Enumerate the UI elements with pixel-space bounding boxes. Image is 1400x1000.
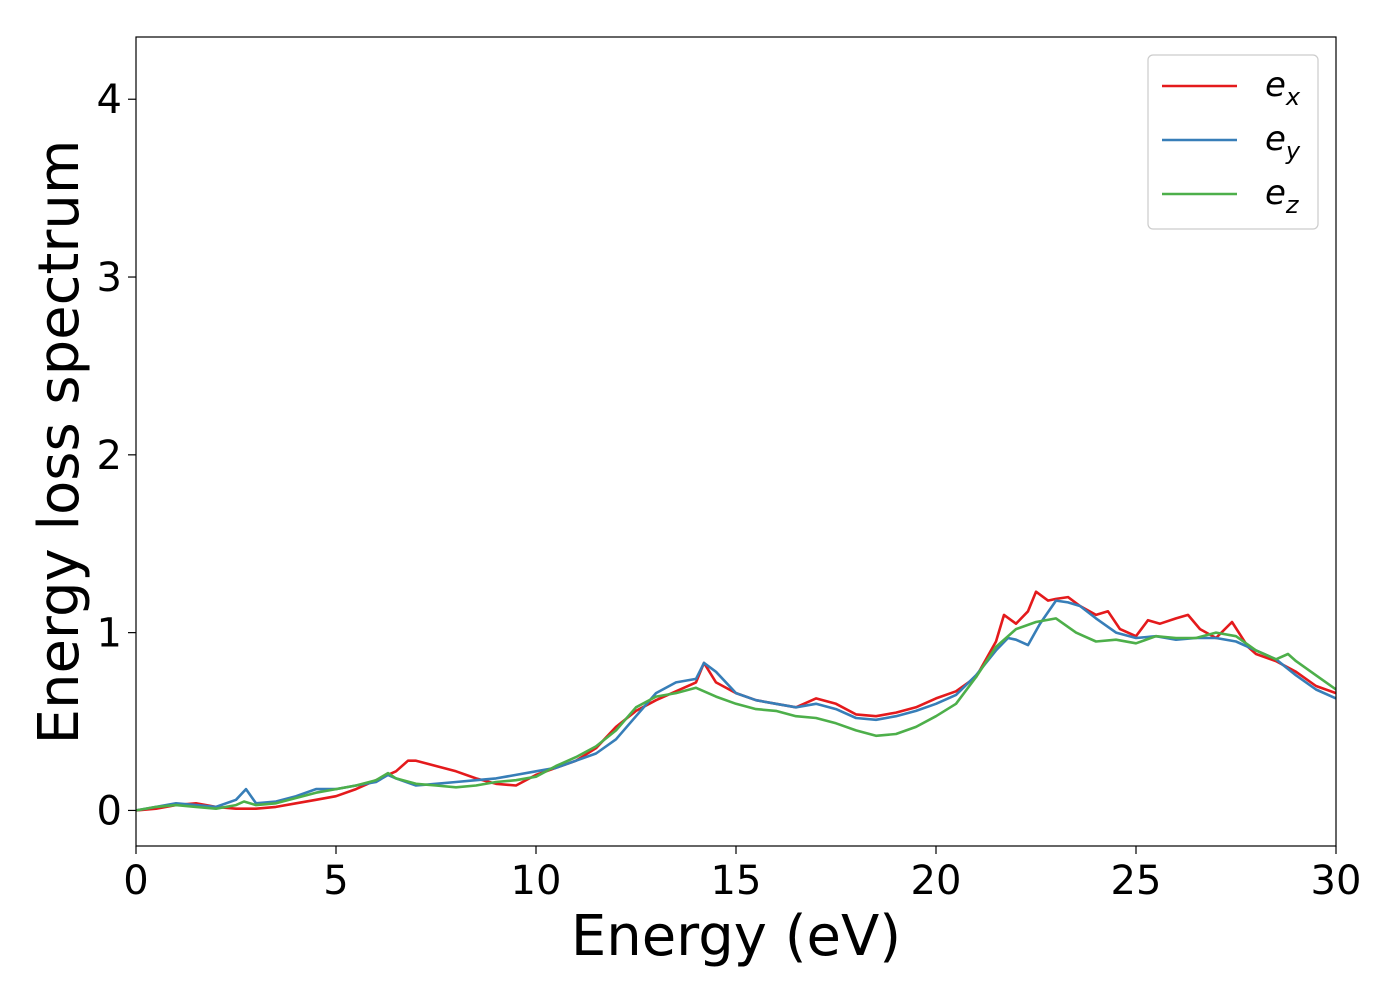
y-axis-label: Energy loss spectrum: [27, 140, 92, 745]
y-axis-ticks: 0 1 2 3 4: [97, 77, 136, 834]
x-tick-label: 10: [511, 858, 562, 904]
legend: ex ey ez: [1147, 54, 1319, 230]
y-tick-label: 4: [97, 77, 122, 123]
legend-label-ey: ey: [1265, 119, 1301, 165]
legend-label-ez: ez: [1265, 173, 1300, 219]
y-tick-label: 3: [97, 255, 122, 301]
x-tick-label: 25: [1111, 858, 1162, 904]
y-tick-label: 1: [97, 611, 122, 657]
x-tick-label: 15: [711, 858, 762, 904]
x-axis-ticks: 0 5 10 15 20 25 30: [123, 846, 1361, 904]
x-axis-label: Energy (eV): [571, 904, 901, 969]
plot-area: [135, 36, 1337, 847]
series-line-ez: [136, 617, 1336, 812]
x-tick-label: 30: [1311, 858, 1362, 904]
series-lines: [136, 590, 1336, 812]
y-tick-label: 0: [97, 788, 122, 834]
y-tick-label: 2: [97, 433, 122, 479]
legend-box: [1147, 54, 1319, 230]
x-tick-label: 0: [123, 858, 148, 904]
x-tick-label: 5: [323, 858, 348, 904]
legend-label-ex: ex: [1265, 65, 1301, 111]
x-tick-label: 20: [911, 858, 962, 904]
